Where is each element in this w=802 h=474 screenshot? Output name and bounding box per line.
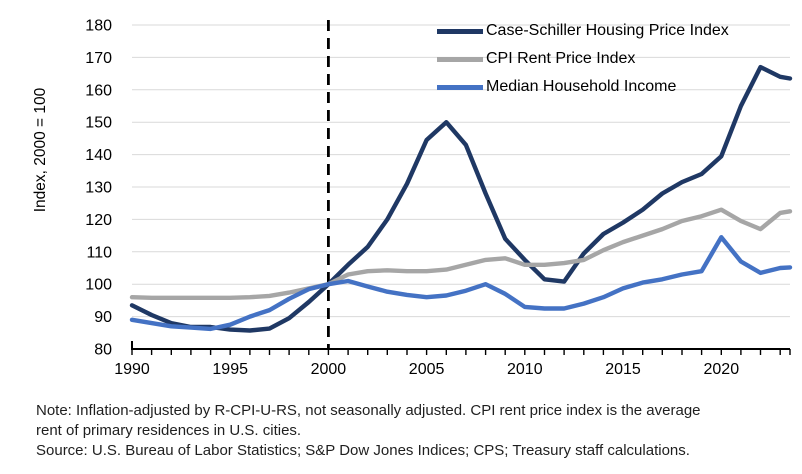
- x-tick-label: 2020: [704, 361, 740, 378]
- y-tick-label: 80: [94, 342, 112, 359]
- line-chart: 80 90 100 110 120 130 140 150 160 170 180 1990 1995 2…: [32, 18, 793, 379]
- y-tick-label: 180: [85, 18, 112, 35]
- y-tick-label: 130: [85, 180, 112, 197]
- legend-label: CPI Rent Price Index: [486, 50, 636, 67]
- series-line-case-schiller: [129, 64, 793, 333]
- y-tick-label: 110: [86, 244, 112, 261]
- x-tick-label: 2005: [409, 361, 445, 378]
- x-tick-label: 2000: [311, 361, 347, 378]
- x-tick-label: 1990: [114, 361, 150, 378]
- legend-line-swatch-blue: [437, 84, 483, 90]
- y-tick-label: 100: [85, 277, 112, 294]
- y-axis-title: Index, 2000 = 100: [32, 87, 49, 212]
- y-tick-label: 150: [85, 115, 112, 132]
- series-line-cpi-rent: [129, 207, 793, 300]
- axes: [131, 341, 791, 355]
- series-line-median-income: [129, 235, 793, 332]
- y-tick-label: 170: [85, 50, 112, 67]
- legend-line-swatch-navy: [437, 28, 483, 34]
- note-line: Source: U.S. Bureau of Labor Statistics;…: [36, 442, 690, 459]
- legend-line-swatch-gray: [437, 56, 483, 62]
- legend-label: Median Household Income: [486, 78, 677, 95]
- legend-item-median-income: Median Household Income: [437, 73, 729, 101]
- x-tick-label: 1995: [212, 361, 248, 378]
- legend-label: Case-Schiller Housing Price Index: [486, 22, 729, 39]
- chart-notes: Note: Inflation-adjusted by R-CPI-U-RS, …: [36, 401, 796, 461]
- y-tick-label: 160: [85, 82, 112, 99]
- series-lines: [129, 64, 793, 333]
- y-tick-label: 120: [85, 212, 112, 229]
- x-tick-label: 2010: [507, 361, 543, 378]
- y-tick-label: 140: [85, 147, 112, 164]
- note-line: Note: Inflation-adjusted by R-CPI-U-RS, …: [36, 402, 701, 419]
- tick-labels: 80 90 100 110 120 130 140 150 160 170 180 1990 1995 2…: [85, 18, 739, 379]
- y-tick-label: 90: [94, 309, 112, 326]
- note-line: rent of primary residences in U.S. citie…: [36, 422, 302, 439]
- x-tick-label: 2015: [605, 361, 641, 378]
- legend-item-case-schiller: Case-Schiller Housing Price Index: [437, 17, 729, 45]
- legend-item-cpi-rent: CPI Rent Price Index: [437, 45, 729, 73]
- legend: Case-Schiller Housing Price Index CPI Re…: [437, 17, 729, 101]
